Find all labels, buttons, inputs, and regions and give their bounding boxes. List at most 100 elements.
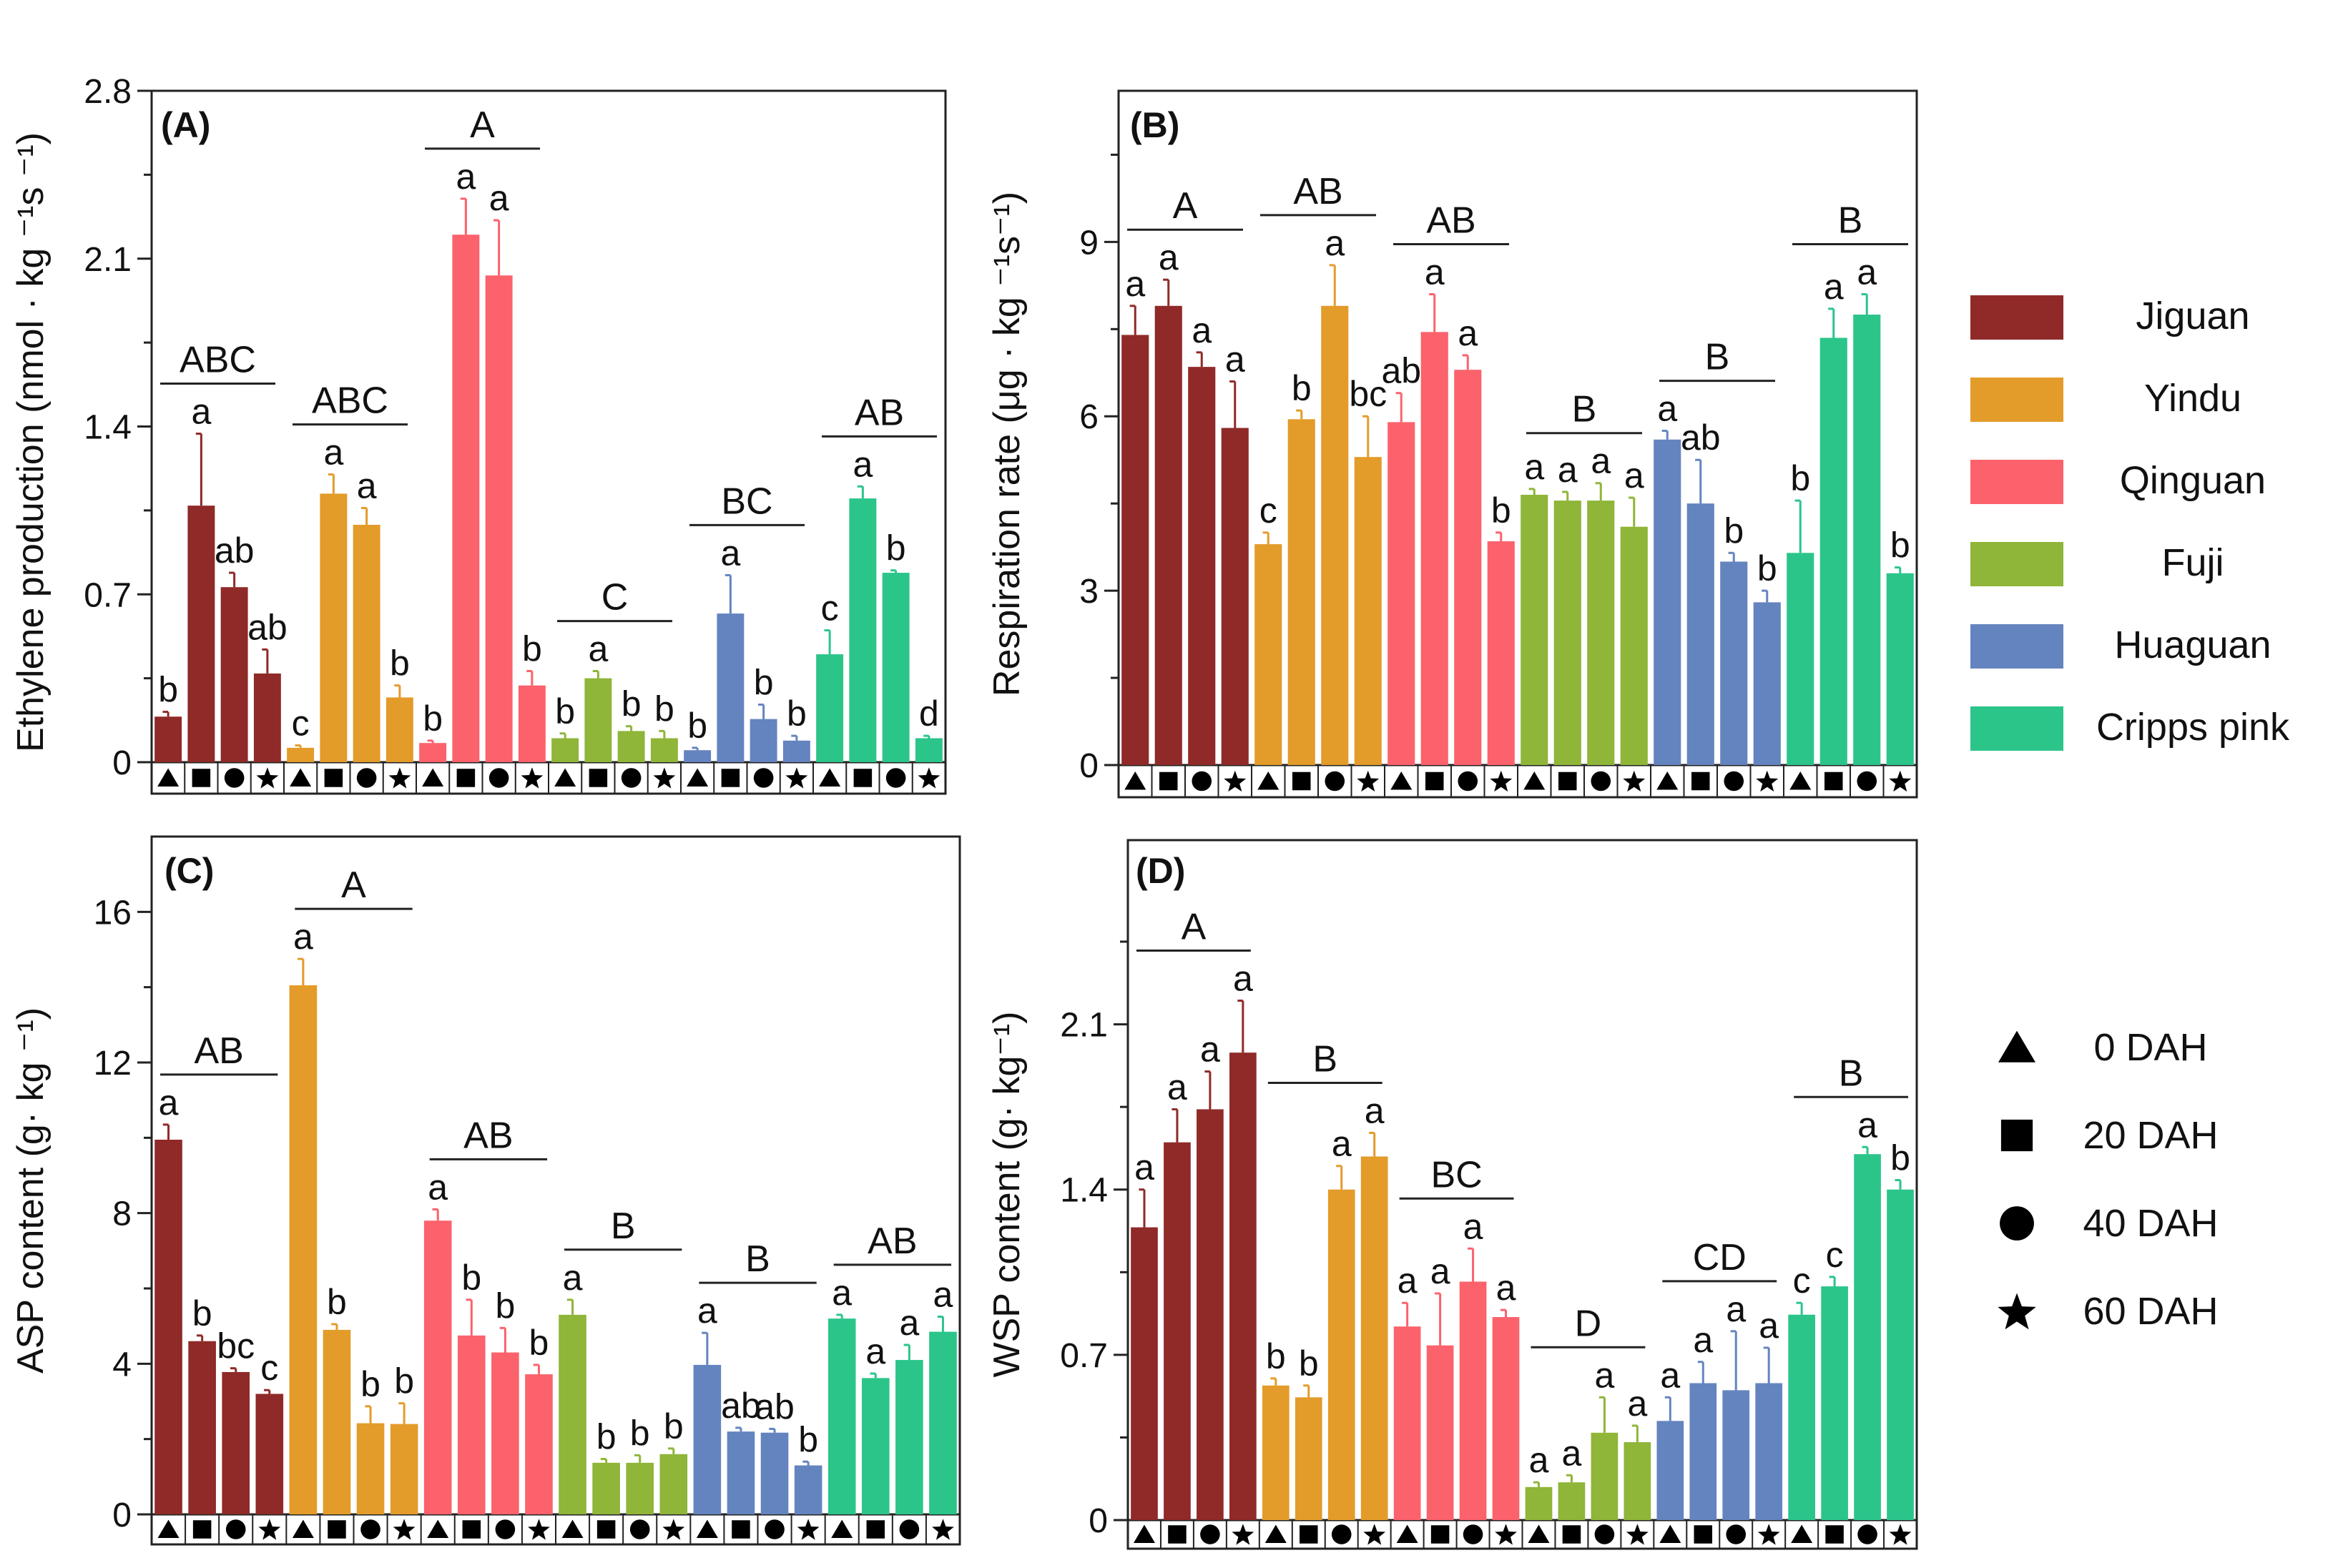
circle-icon (1594, 1524, 1615, 1544)
triangle-icon (157, 1519, 180, 1538)
triangle-icon (687, 768, 709, 787)
significance-letter: a (1627, 1384, 1647, 1424)
group-letter: AB (194, 1030, 243, 1072)
bar (525, 1374, 553, 1514)
circle-icon (2000, 1206, 2034, 1241)
bar (717, 613, 745, 762)
significance-letter: a (1591, 441, 1611, 481)
bar (659, 1454, 688, 1514)
significance-letter: a (1192, 310, 1212, 350)
legend-swatch-qinguan (1970, 460, 2063, 504)
legend-label: Jiguan (2136, 295, 2249, 337)
bar (915, 738, 943, 762)
triangle-icon (1791, 1524, 1813, 1543)
bar (1819, 337, 1847, 765)
square-icon (1425, 771, 1444, 791)
group-letter: AB (855, 392, 904, 433)
legend-label: 0 DAH (2093, 1026, 2207, 1069)
bar (617, 731, 645, 762)
bar (1164, 1142, 1191, 1520)
significance-letter: a (1159, 237, 1179, 277)
bar (518, 685, 546, 762)
significance-letter: b (886, 528, 906, 568)
star-icon (1757, 1524, 1780, 1545)
legend-swatch-jiguan (1970, 295, 2063, 340)
circle-icon (1724, 771, 1744, 792)
y-tick-label: 0 (112, 744, 132, 782)
y-tick-label: 2.1 (84, 241, 132, 279)
significance-letter: b (522, 629, 542, 669)
significance-letter: a (1125, 264, 1145, 304)
legend-label: Yindu (2144, 377, 2241, 420)
significance-letter: a (1200, 1030, 1220, 1070)
significance-letter: a (191, 392, 211, 432)
square-icon (1292, 771, 1311, 791)
square-icon (1159, 771, 1178, 791)
significance-letter: a (720, 533, 740, 573)
panel-label: (D) (1136, 851, 1185, 891)
bar (423, 1221, 452, 1514)
bar (1327, 1189, 1355, 1520)
significance-letter: a (1624, 455, 1644, 495)
chart-panel-a: 0 0.7 1.4 2.1 2.8 Ethylene production (nmol ·… (10, 73, 947, 795)
panel-label: (C) (164, 851, 214, 891)
significance-letter: b (654, 689, 674, 729)
circle-icon (1591, 771, 1611, 792)
bar (323, 1329, 351, 1514)
triangle-icon (1124, 771, 1146, 790)
significance-letter: a (853, 444, 873, 484)
bar (684, 750, 712, 762)
significance-letter: b (798, 1419, 818, 1459)
significance-letter: a (159, 1083, 179, 1123)
bar (1221, 428, 1249, 765)
bar (727, 1431, 755, 1514)
y-tick-label: 4 (112, 1346, 132, 1384)
star-icon (258, 1519, 281, 1540)
chart-panel-b: 0 3 6 9 Respiration rate (μg · kg ⁻¹s⁻¹) (B) a… (986, 89, 1918, 799)
bar (1558, 1482, 1586, 1520)
circle-icon (1325, 771, 1345, 792)
bar (356, 1423, 385, 1514)
circle-icon (629, 1519, 650, 1539)
square-icon (1430, 1525, 1450, 1544)
bar (1354, 457, 1382, 765)
bar (1620, 526, 1648, 765)
bar (1787, 553, 1814, 765)
bar (816, 654, 844, 762)
star-icon (1495, 1524, 1517, 1545)
bar (794, 1465, 822, 1514)
triangle-icon (819, 768, 841, 787)
significance-letter: b (1491, 490, 1511, 531)
group-letter: B (1839, 1052, 1864, 1094)
star-icon (1889, 1524, 1912, 1545)
star-icon (785, 767, 808, 789)
square-icon (721, 769, 740, 787)
significance-letter: a (1134, 1148, 1154, 1188)
bar (491, 1352, 519, 1514)
bar (385, 697, 413, 762)
bar (1426, 1345, 1454, 1520)
bar (1755, 1383, 1783, 1520)
bar (253, 673, 281, 762)
legend-label: 40 DAH (2083, 1202, 2218, 1245)
circle-icon (1857, 1524, 1877, 1544)
legend-swatch-yindu (1970, 378, 2063, 422)
significance-letter: a (1726, 1289, 1746, 1329)
y-tick-label: 0 (1079, 747, 1099, 785)
triangle-icon (292, 1519, 314, 1538)
significance-letter: b (630, 1413, 650, 1453)
significance-letter: b (622, 684, 642, 724)
triangle-icon (1528, 1524, 1550, 1543)
legend-swatch-fuji (1970, 542, 2063, 586)
group-letter: ABC (312, 380, 388, 422)
triangle-icon (1789, 771, 1812, 790)
y-tick-label: 12 (94, 1045, 132, 1083)
significance-letter: c (821, 588, 839, 628)
group-letter: C (601, 577, 629, 618)
significance-letter: a (697, 1291, 717, 1331)
group-letter: A (470, 104, 495, 146)
significance-letter: a (456, 157, 476, 197)
significance-letter: c (260, 1348, 278, 1388)
triangle-icon (1659, 1524, 1681, 1543)
